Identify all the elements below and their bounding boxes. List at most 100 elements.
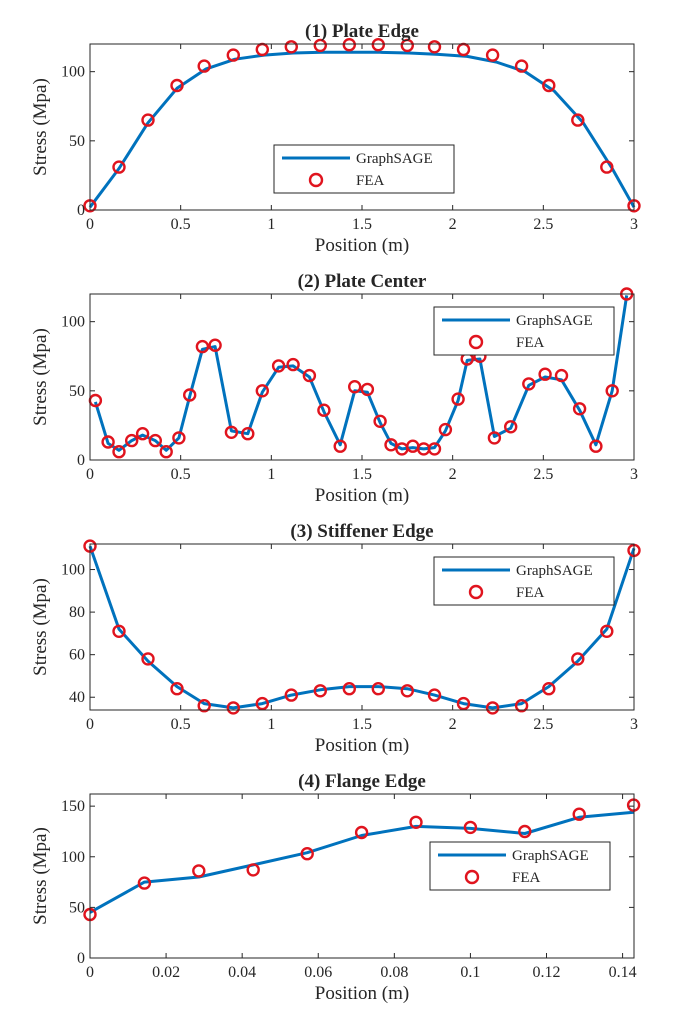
fea-marker	[170, 78, 184, 93]
fea-marker	[348, 380, 362, 394]
fea-marker	[522, 377, 536, 391]
fea-marker	[354, 825, 369, 840]
y-tick-label: 0	[77, 950, 85, 967]
fea-marker	[572, 402, 587, 416]
fea-marker	[504, 420, 518, 434]
chart-title: (1) Plate Edge	[305, 21, 419, 42]
fea-marker	[600, 160, 614, 174]
x-tick-label: 0	[86, 216, 94, 233]
legend-box	[429, 841, 611, 891]
x-axis-label: Position (m)	[315, 485, 409, 506]
fea-marker	[400, 684, 414, 698]
x-tick-label: 1.5	[352, 716, 372, 733]
fea-marker	[409, 815, 423, 829]
fea-marker	[317, 403, 331, 417]
x-tick-label: 3	[630, 466, 638, 483]
x-tick-label: 0.08	[380, 964, 408, 981]
fea-marker	[172, 431, 186, 445]
fea-marker	[360, 382, 375, 397]
fea-marker	[485, 48, 500, 62]
fea-marker	[313, 38, 327, 53]
fea-marker	[141, 652, 155, 666]
fea-marker	[313, 684, 327, 698]
x-tick-label: 1	[267, 716, 275, 733]
legend-label-fea: FEA	[512, 870, 541, 886]
chart-panel-1: 0 0.5 1 1.5 2 2.5 3 0 50 100 (1) Plate Edge Positio…	[30, 21, 641, 256]
fea-marker	[255, 384, 269, 398]
fea-marker	[148, 433, 163, 448]
fea-marker	[514, 699, 529, 713]
x-tick-label: 3	[630, 716, 638, 733]
x-tick-label: 0.5	[171, 466, 191, 483]
fea-marker	[438, 422, 453, 437]
legend-marker-swatch	[468, 584, 484, 600]
legend: GraphSAGE FEA	[273, 144, 455, 194]
y-axis-label: Stress (Mpa)	[30, 328, 51, 426]
legend: GraphSAGE FEA	[433, 306, 615, 356]
y-axis-label: Stress (Mpa)	[30, 78, 51, 176]
x-tick-label: 1.5	[352, 466, 372, 483]
fea-marker	[135, 427, 150, 441]
fea-marker	[605, 384, 619, 398]
fea-marker	[518, 824, 532, 839]
x-tick-label: 2	[449, 216, 457, 233]
x-axis-label: Position (m)	[315, 983, 409, 1004]
fea-marker	[542, 682, 556, 696]
legend-label-fea: FEA	[356, 173, 385, 189]
legend-box	[433, 306, 615, 356]
fea-marker	[451, 392, 465, 406]
fea-marker	[124, 433, 139, 448]
legend-marker-swatch	[308, 172, 324, 188]
legend-label-graphsage: GraphSAGE	[516, 563, 593, 579]
x-axis-label: Position (m)	[315, 235, 409, 256]
legend-box	[433, 556, 615, 606]
y-tick-label: 0	[77, 452, 85, 469]
y-tick-label: 80	[69, 604, 85, 621]
fea-marker	[208, 338, 222, 352]
y-axis-label: Stress (Mpa)	[30, 578, 51, 676]
x-tick-label: 2.5	[533, 716, 553, 733]
fea-marker	[224, 425, 239, 439]
fea-marker	[572, 807, 586, 821]
fea-marker	[284, 688, 298, 702]
chart-panel-2: 0 0.5 1 1.5 2 2.5 3 0 50 100 (2) Plate Center Posit…	[30, 271, 638, 506]
fea-marker	[182, 388, 197, 402]
legend: GraphSAGE FEA	[429, 841, 611, 891]
fea-marker	[342, 38, 356, 52]
legend-marker-swatch	[464, 869, 480, 885]
chart-title: (4) Flange Edge	[298, 771, 426, 792]
fea-marker	[371, 38, 385, 52]
fea-marker	[373, 414, 387, 428]
y-tick-label: 150	[61, 798, 85, 815]
fea-marker	[538, 367, 552, 381]
fea-marker	[255, 696, 269, 711]
x-tick-label: 0.14	[609, 964, 637, 981]
y-tick-label: 50	[69, 133, 85, 150]
y-tick-label: 100	[61, 64, 85, 81]
fea-marker	[571, 652, 585, 666]
y-tick-label: 100	[61, 849, 85, 866]
chart-panel-3: 0 0.5 1 1.5 2 2.5 3 40 60 80 100 (3) Stiffener Edge…	[30, 521, 641, 756]
x-tick-label: 0.1	[460, 964, 480, 981]
y-tick-label: 100	[61, 562, 85, 579]
y-tick-label: 50	[69, 899, 85, 916]
fea-marker	[384, 438, 398, 452]
fea-marker	[400, 38, 414, 53]
axes-box	[89, 793, 635, 959]
chart-title: (3) Stiffener Edge	[290, 521, 433, 542]
x-tick-label: 0	[86, 716, 94, 733]
fea-marker	[427, 40, 442, 54]
fea-marker	[589, 439, 603, 453]
y-tick-label: 40	[69, 689, 85, 706]
legend-label-graphsage: GraphSAGE	[356, 151, 433, 167]
x-tick-label: 0.5	[171, 216, 191, 233]
legend-label-graphsage: GraphSAGE	[516, 313, 593, 329]
fea-marker	[271, 359, 286, 373]
fea-marker	[542, 78, 556, 93]
legend-label-fea: FEA	[516, 335, 545, 351]
fea-marker	[286, 357, 300, 372]
fea-marker	[137, 876, 152, 890]
fea-marker	[456, 696, 471, 711]
